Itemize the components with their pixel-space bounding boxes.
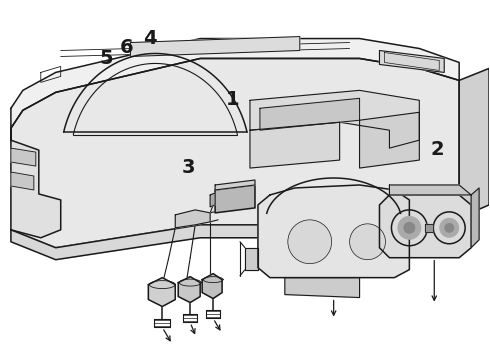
Text: 4: 4 — [143, 29, 157, 48]
Circle shape — [439, 218, 459, 238]
Polygon shape — [215, 185, 255, 213]
Polygon shape — [215, 180, 255, 190]
Polygon shape — [471, 188, 479, 248]
Polygon shape — [360, 112, 419, 168]
Polygon shape — [202, 274, 222, 298]
Polygon shape — [11, 172, 34, 190]
Circle shape — [349, 224, 386, 260]
Polygon shape — [379, 50, 444, 72]
Polygon shape — [258, 185, 409, 278]
Text: 6: 6 — [120, 38, 134, 57]
Polygon shape — [285, 278, 360, 298]
Text: 2: 2 — [431, 140, 444, 159]
Polygon shape — [379, 195, 471, 258]
Polygon shape — [459, 68, 489, 218]
Polygon shape — [11, 128, 61, 238]
Polygon shape — [425, 224, 433, 232]
Polygon shape — [148, 278, 175, 306]
Polygon shape — [210, 193, 215, 207]
Polygon shape — [245, 248, 258, 270]
Polygon shape — [11, 58, 459, 248]
Polygon shape — [11, 148, 36, 166]
Polygon shape — [11, 218, 459, 260]
Polygon shape — [11, 39, 459, 128]
Polygon shape — [175, 210, 210, 228]
Polygon shape — [390, 185, 471, 195]
Circle shape — [444, 223, 454, 233]
Polygon shape — [130, 37, 300, 57]
Text: 5: 5 — [99, 49, 113, 68]
Circle shape — [397, 216, 421, 240]
Polygon shape — [260, 98, 360, 130]
Circle shape — [288, 220, 332, 264]
Polygon shape — [250, 122, 340, 168]
Text: 3: 3 — [182, 158, 196, 177]
Circle shape — [403, 222, 416, 234]
Polygon shape — [250, 90, 419, 148]
Text: 1: 1 — [226, 90, 240, 109]
Polygon shape — [178, 276, 200, 302]
